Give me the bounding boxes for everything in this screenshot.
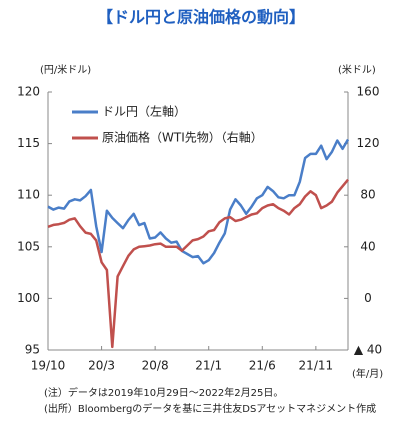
y2-tick-label: 0 [364,291,372,305]
x-tick-label: 19/10 [31,359,66,373]
y2-tick-label: 120 [357,136,380,150]
x-tick-label: 21/11 [299,359,334,373]
y-tick-label: 120 [17,85,40,99]
y-tick-label: 115 [17,136,40,150]
x-tick-label: 20/8 [142,359,169,373]
x-tick-label: 21/6 [249,359,276,373]
series-line [47,178,349,349]
series-line [47,138,350,265]
legend-label: ドル円（左軸） [102,104,186,119]
note: (出所）Bloombergのデータを基に三井住友DSアセットマネジメント作成 [44,402,376,415]
y-tick-label: 110 [17,188,40,202]
y2-tick-label: 40 [360,239,375,253]
y2-tick-label: 160 [357,85,380,99]
y-tick-label: 95 [25,343,40,357]
legend-label: 原油価格（WTI先物）（右軸） [102,130,263,145]
x-tick-label: 20/3 [88,359,115,373]
y2-axis-label: (米ドル) [338,63,376,76]
y-tick-label: 105 [17,239,40,253]
x-tick-label: 21/1 [195,359,222,373]
x-axis-label: (年/月) [352,367,383,380]
y2-tick-label: ▲ 40 [354,343,382,357]
y2-tick-label: 80 [360,188,375,202]
chart-title: 【ドル円と原油価格の動向】 [97,8,305,27]
note: (注）データは2019年10月29日～2022年2月25日。 [44,386,283,399]
y-tick-label: 100 [17,291,40,305]
y-axis-label: (円/米ドル) [40,63,91,76]
